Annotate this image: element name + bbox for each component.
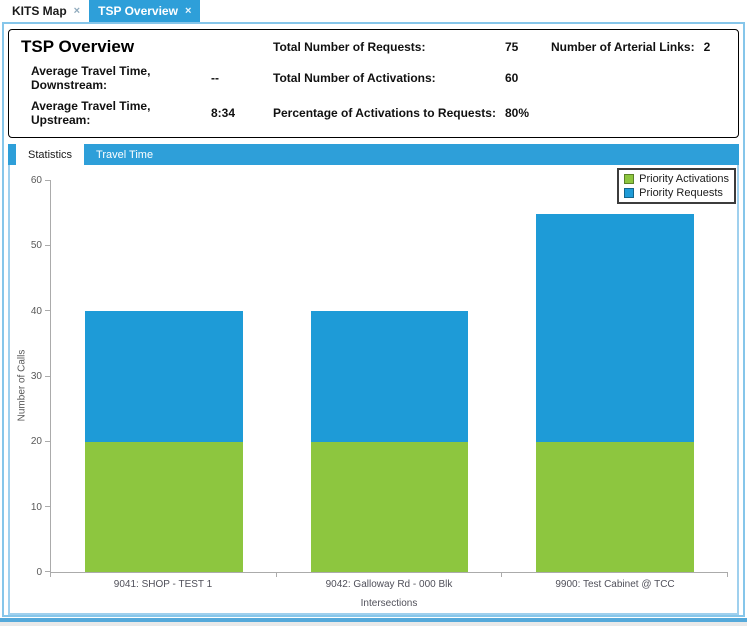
y-tick-mark (45, 505, 51, 507)
x-tick-mark (50, 572, 51, 577)
total-requests-value: 75 (505, 40, 519, 54)
percentage-activations-label: Percentage of Activations to Requests: (273, 106, 496, 120)
avg-travel-downstream-label: Average Travel Time, Downstream: (31, 64, 151, 92)
chart-panel: Priority Activations Priority Requests N… (8, 165, 739, 615)
bar-segment-activations (310, 441, 469, 572)
x-axis-category-labels: 9041: SHOP - TEST 1 9042: Galloway Rd - 0… (50, 579, 728, 593)
y-tick-label: 50 (30, 240, 42, 252)
avg-travel-downstream-value: -- (211, 71, 219, 85)
avg-travel-upstream-value: 8:34 (211, 106, 236, 120)
y-tick-mark (45, 571, 51, 572)
tab-bar: KITS Map × TSP Overview × (0, 0, 747, 22)
tab-travel-time-label: Travel Time (96, 148, 154, 161)
y-tick-mark (45, 245, 51, 247)
avg-travel-upstream-label: Average Travel Time, Upstream: (31, 99, 151, 127)
legend-requests-label: Priority Requests (639, 187, 723, 199)
arterial-links-label: Number of Arterial Links: (551, 40, 695, 54)
stacked-bar (84, 181, 243, 572)
y-tick-mark (45, 310, 51, 312)
window-bottom-edge (0, 618, 747, 622)
page-title: TSP Overview (21, 37, 135, 56)
overview-stats-panel: TSP Overview Total Number of Requests: 7… (8, 29, 739, 138)
stacked-bar (310, 181, 469, 572)
bar-segment-activations (536, 441, 695, 572)
legend-item-activations: Priority Activations (623, 172, 730, 186)
percentage-activations-value: 80% (505, 106, 530, 120)
x-tick-mark (275, 572, 277, 577)
x-tick-mark (501, 572, 503, 577)
legend-item-requests: Priority Requests (623, 186, 730, 200)
bar-segment-activations (84, 441, 243, 572)
requests-swatch-icon (624, 188, 635, 198)
plot-area (45, 180, 728, 577)
y-tick-label: 30 (30, 371, 42, 382)
stacked-bar (536, 181, 695, 572)
x-category-label: 9042: Galloway Rd - 000 Blk (325, 579, 453, 590)
x-axis-title: Intersections (360, 598, 418, 609)
y-tick-mark (45, 440, 51, 442)
y-axis-ticks: 0 10 20 30 40 50 60 (24, 175, 46, 578)
tab-travel-time[interactable]: Travel Time (84, 144, 165, 165)
tab-tsp-overview[interactable]: TSP Overview × (89, 0, 201, 22)
bar-group (277, 181, 503, 572)
y-tick-label: 20 (30, 436, 42, 448)
x-category-label: 9900: Test Cabinet @ TCC (555, 579, 675, 590)
total-activations-value: 60 (505, 71, 519, 85)
tab-kits-map-label: KITS Map (12, 4, 67, 18)
total-activations-label: Total Number of Activations: (273, 71, 436, 85)
sub-tab-bar: Statistics Travel Time (8, 144, 739, 165)
tab-tsp-overview-label: TSP Overview (98, 4, 178, 18)
activations-swatch-icon (624, 174, 635, 184)
tab-statistics[interactable]: Statistics (16, 144, 85, 165)
x-tick-mark (727, 572, 728, 577)
y-tick-label: 0 (36, 567, 42, 578)
bar-segment-requests (310, 311, 469, 442)
arterial-links: Number of Arterial Links: 2 (551, 40, 730, 54)
tab-statistics-label: Statistics (28, 148, 73, 161)
bar-segment-requests (536, 213, 695, 442)
y-axis-title: Number of Calls (16, 349, 28, 422)
window-footer-strip (0, 622, 747, 626)
close-icon[interactable]: × (73, 5, 81, 17)
tab-kits-map[interactable]: KITS Map × (3, 0, 89, 22)
bar-group (51, 181, 277, 572)
arterial-links-value: 2 (703, 40, 711, 54)
x-category-label: 9041: SHOP - TEST 1 (113, 579, 213, 590)
chart-legend: Priority Activations Priority Requests (617, 168, 736, 204)
close-icon[interactable]: × (184, 5, 192, 17)
y-tick-mark (45, 375, 51, 377)
total-requests-label: Total Number of Requests: (273, 40, 426, 54)
bar-segment-requests (84, 311, 243, 442)
bar-group (502, 181, 728, 572)
y-tick-label: 40 (30, 305, 42, 317)
y-tick-label: 60 (30, 175, 42, 186)
tsp-overview-pane: TSP Overview Total Number of Requests: 7… (2, 22, 745, 617)
y-tick-mark (45, 180, 51, 181)
y-tick-label: 10 (30, 501, 42, 513)
legend-activations-label: Priority Activations (639, 173, 729, 185)
